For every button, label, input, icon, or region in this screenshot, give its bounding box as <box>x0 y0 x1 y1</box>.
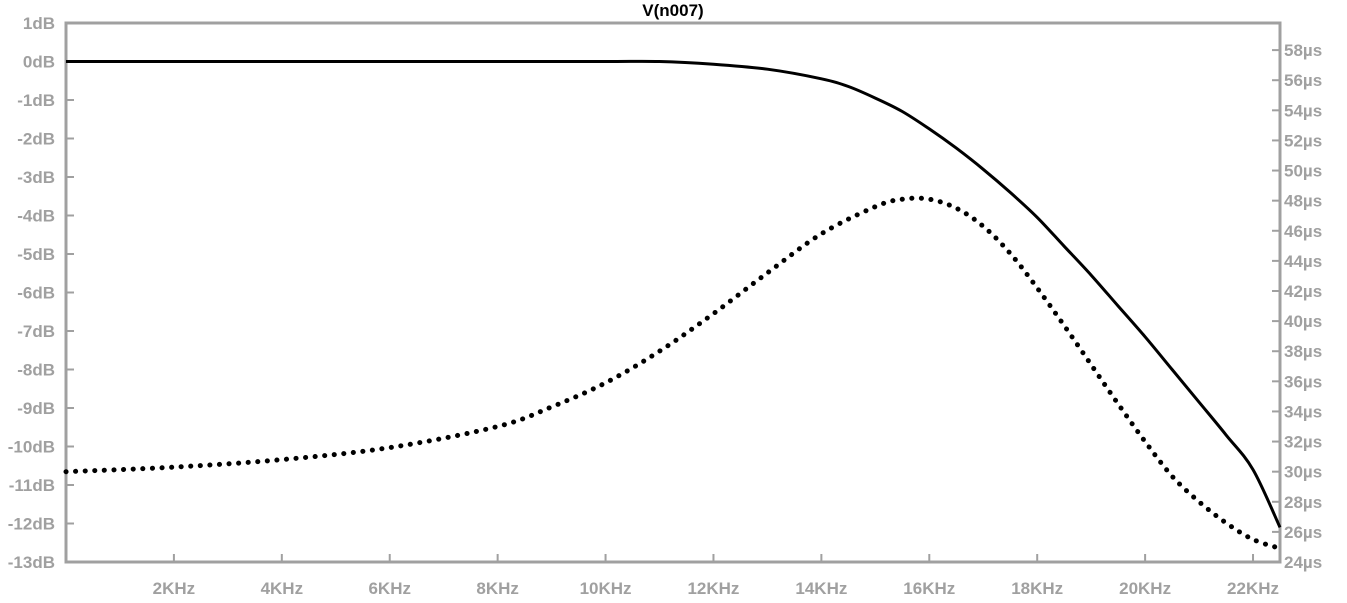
series-line-dotted <box>63 195 1283 551</box>
y2-tick-label: 50µs <box>1284 162 1322 181</box>
y2-tick-label: 38µs <box>1284 342 1322 361</box>
series-line-solid <box>65 59 1282 529</box>
y2-tick-label: 24µs <box>1284 553 1322 572</box>
y-axis-right: 58µs 56µs 54µs 52µs 50µs 48µs 46µs 44µs 42µs 40µs… <box>1272 41 1322 572</box>
x-tick-label: 10KHz <box>580 579 632 598</box>
y2-tick-label: 32µs <box>1284 433 1322 452</box>
y-tick-label: -12dB <box>8 515 55 534</box>
x-tick-label: 8KHz <box>476 579 519 598</box>
y2-tick-label: 42µs <box>1284 282 1322 301</box>
x-tick-label: 18KHz <box>1011 579 1063 598</box>
y-tick-label: -3dB <box>17 168 55 187</box>
y2-tick-label: 52µs <box>1284 131 1322 150</box>
y-tick-label: -4dB <box>17 207 55 226</box>
x-tick-label: 14KHz <box>795 579 847 598</box>
y2-tick-label: 26µs <box>1284 523 1322 542</box>
x-tick-label: 20KHz <box>1119 579 1171 598</box>
y2-tick-label: 46µs <box>1284 222 1322 241</box>
y2-tick-label: 34µs <box>1284 402 1322 421</box>
y-tick-label: -13dB <box>8 553 55 572</box>
y-tick-label: -9dB <box>17 399 55 418</box>
y-tick-label: -2dB <box>17 130 55 149</box>
y-tick-label: 1dB <box>23 14 55 33</box>
y-tick-label: -6dB <box>17 284 55 303</box>
y-tick-label: -8dB <box>17 361 55 380</box>
y-tick-label: -11dB <box>9 476 55 495</box>
x-tick-label: 22KHz <box>1227 579 1279 598</box>
y2-tick-label: 30µs <box>1284 463 1322 482</box>
y-tick-label: -10dB <box>8 438 55 457</box>
y2-tick-label: 58µs <box>1284 41 1322 60</box>
y2-tick-label: 48µs <box>1284 192 1322 211</box>
y2-tick-label: 40µs <box>1284 312 1322 331</box>
x-tick-label: 2KHz <box>153 579 196 598</box>
y2-tick-label: 28µs <box>1284 493 1322 512</box>
x-tick-label: 12KHz <box>687 579 739 598</box>
y-tick-label: -7dB <box>17 322 55 341</box>
x-tick-label: 6KHz <box>368 579 411 598</box>
y2-tick-label: 56µs <box>1284 71 1322 90</box>
y2-tick-label: 54µs <box>1284 101 1322 120</box>
x-tick-label: 4KHz <box>261 579 304 598</box>
x-axis: 2KHz 4KHz 6KHz 8KHz 10KHz 12KHz 14KHz 16KHz 18KH… <box>153 554 1279 598</box>
x-tick-label: 16KHz <box>903 579 955 598</box>
y-tick-label: 0dB <box>23 53 55 72</box>
series-layer <box>63 59 1283 551</box>
y-axis-left: 1dB 0dB -1dB -2dB -3dB -4dB -5dB -6dB -7dB -8dB -9… <box>8 14 74 572</box>
y-tick-label: -5dB <box>17 245 55 264</box>
plot-frame <box>64 21 1282 564</box>
chart-title: V(n007) <box>642 1 703 20</box>
y2-tick-label: 36µs <box>1284 372 1322 391</box>
y2-tick-label: 44µs <box>1284 252 1322 271</box>
y-tick-label: -1dB <box>17 91 55 110</box>
